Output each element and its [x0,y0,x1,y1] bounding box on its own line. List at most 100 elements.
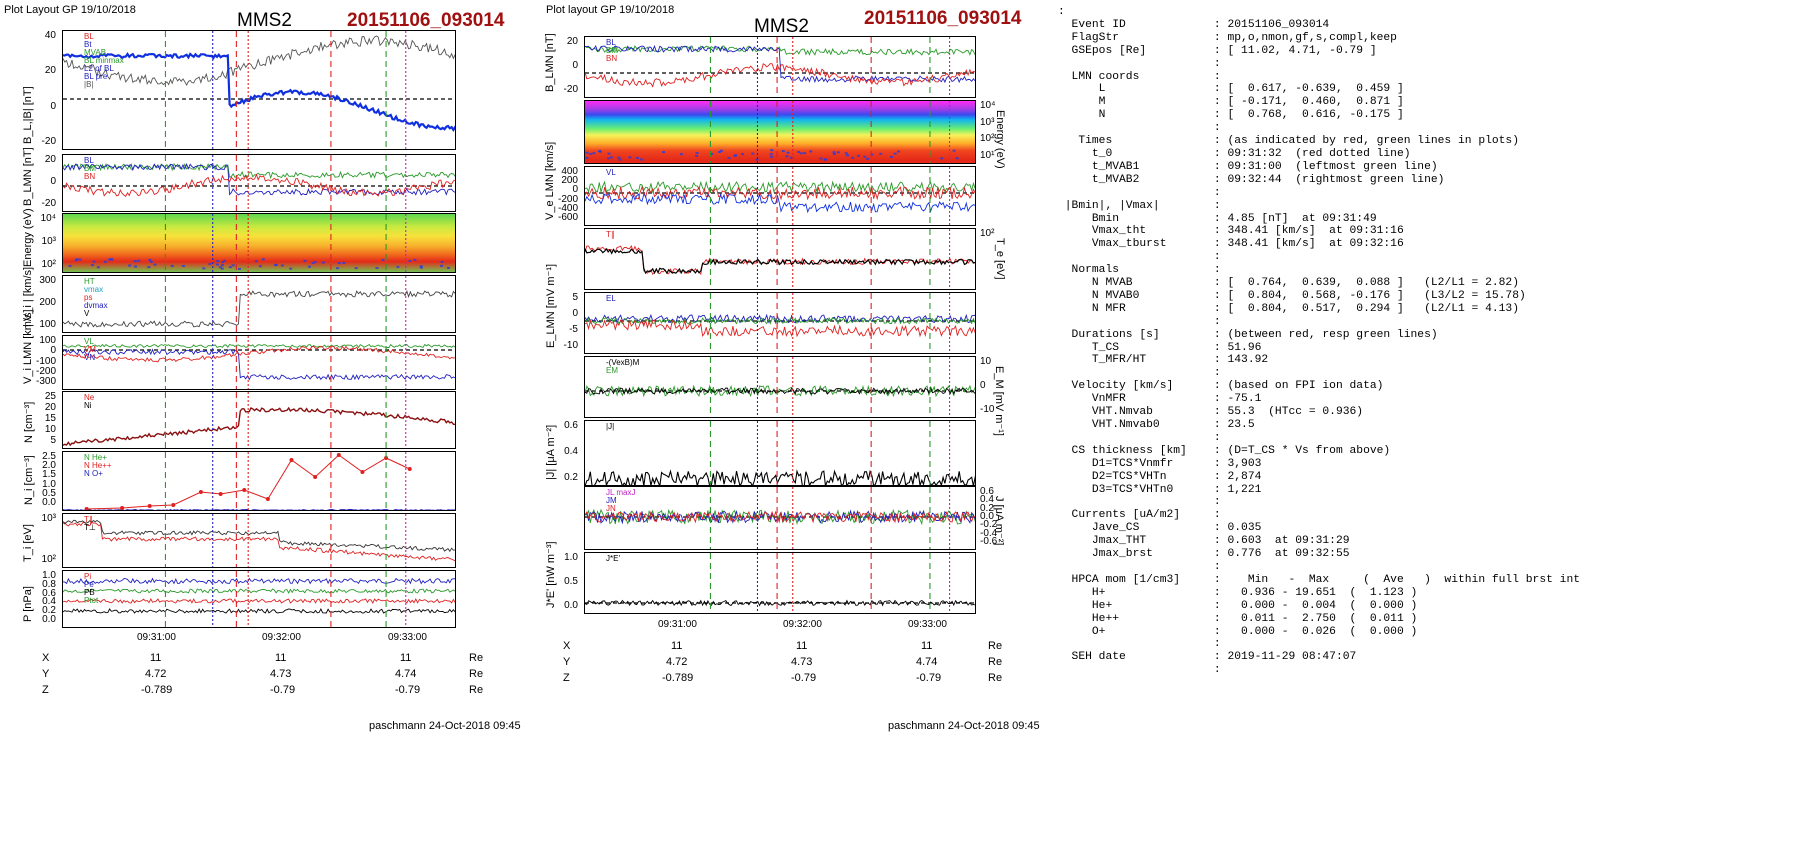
spectrum-pixel [863,155,867,158]
y-axis-label: |J| [μA m⁻²] [545,424,557,480]
spectrum-pixel [90,264,94,267]
y-tick-label: 10² [41,554,56,565]
legend-entry: BN [606,54,618,63]
coord-z-value: -0.79 [395,684,421,696]
spectrum-pixel [419,265,423,268]
y-tick-label: -400 [557,202,578,214]
left-panel-p6-svg [63,392,455,448]
y-tick-label: -20 [41,198,56,209]
y-tick-label: 300 [39,275,56,286]
legend-entry: EM [606,366,618,375]
right-panel-q7-svg [585,421,975,485]
legend-entry: |B| [84,80,94,89]
series-line [63,607,455,614]
y-tick-label: 0.6 [42,587,56,599]
left-panel-p9 [62,570,456,628]
left-panel-p1-svg [63,31,455,149]
y-tick-label: 0 [572,60,578,71]
spectrum-pixel [786,151,790,154]
spectrum-pixel [823,158,827,161]
legend-entry: ps [84,293,93,302]
legend-entry: BL [84,156,94,165]
legend-entry: BL minmax [84,56,124,65]
series-line [63,519,455,553]
spectrum-pixel [202,267,206,270]
legend-entry: T⊥ [84,523,96,532]
series-line [63,343,455,349]
series-line [63,588,455,595]
y-tick-label: 5 [572,292,578,303]
coord-label-z: Z [563,672,570,684]
legend-entry: Ptot [84,596,99,605]
y-tick-label: -300 [35,376,56,387]
spectrum-pixel [755,158,759,161]
spectrum-pixel [617,156,621,159]
left-time-tick: 09:32:00 [262,632,301,643]
spectrum-pixel [845,154,849,157]
spectrum-pixel [221,261,225,264]
left-panel-p3-svg [68,214,450,272]
spectrum-pixel [789,156,793,159]
series-line [585,245,975,276]
spectrum-pixel [419,266,423,269]
coord-unit: Re [988,640,1003,652]
left-probe-title: MMS2 [237,10,292,31]
y-tick-label: 0.6 [980,486,994,497]
right-time-tick: 09:31:00 [658,619,697,630]
legend-entry: N He+ [84,453,107,462]
right-panel-q6 [584,356,976,418]
spectrum-pixel [809,150,813,153]
coord-y-value: 4.74 [916,656,938,668]
spectrum-pixel [109,258,113,261]
legend-entry: VM [84,345,96,354]
coord-x-value: 11 [400,652,412,664]
legend-entry: N O+ [84,469,103,478]
right-panel-q1 [584,36,976,98]
y-tick-label: -200 [35,365,56,377]
y-tick-label: 1.0 [42,570,56,581]
spectrum-pixel [832,151,836,154]
legend-entry: J*E' [606,554,620,563]
spectrum-pixel [218,266,222,269]
spectrum-pixel [819,157,823,160]
right-probe-title: MMS2 [754,16,809,37]
right-header: Plot layout GP 19/10/2018 [546,4,675,16]
series-line [585,247,975,275]
spectrum-pixel [308,265,312,268]
spectrum-pixel [635,156,639,159]
y-tick-label: 100 [39,335,56,346]
y-tick-label: 10³ [980,116,995,128]
series-line [585,599,975,607]
y-tick-label: -10 [563,340,578,351]
spectrum-pixel [128,264,132,267]
series-line [63,348,455,381]
left-panel-p7-svg [63,452,455,510]
legend-entry: vmax [84,285,104,294]
y-tick-label: 0.0 [42,614,56,625]
right-panel-q9 [584,552,976,614]
series-line [585,386,975,396]
legend-entry: L2 of BL [84,64,114,73]
right-panel-q7 [584,420,976,486]
right-footer: paschmann 24-Oct-2018 09:45 [888,720,1040,732]
coord-z-value: -0.79 [916,672,942,684]
y-tick-label: 1.0 [564,552,578,563]
spectrum-pixel [897,150,901,153]
series-line [86,454,410,510]
y-tick-label: 0.5 [564,576,578,587]
spectrum-pixel [375,267,379,270]
right-panel-q4-svg [585,229,975,289]
y-tick-label: 10² [41,259,56,270]
series-line [63,577,455,585]
spectrum-pixel [408,259,412,262]
legend-entry: T∥ [84,515,93,524]
right-panel-q4 [584,228,976,290]
series-line [585,469,975,485]
spectrum-pixel [147,266,151,269]
coord-unit: Re [988,656,1003,668]
right-panel-q2 [584,100,976,164]
y-tick-label: 0 [980,380,986,391]
coord-x-value: 11 [150,652,162,664]
spectrum-pixel [313,261,317,264]
series-line [63,162,455,180]
